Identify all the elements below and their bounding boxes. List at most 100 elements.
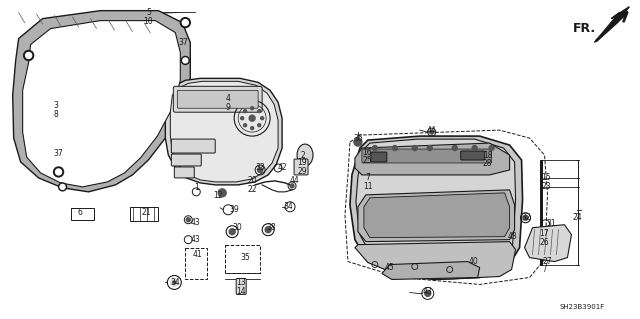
Text: 37: 37 [54,149,63,158]
Text: 10: 10 [143,17,153,26]
Text: 18: 18 [483,151,492,160]
Circle shape [258,167,262,173]
Circle shape [244,110,246,113]
Polygon shape [355,241,516,279]
Circle shape [249,115,255,121]
Text: 5: 5 [146,8,151,17]
Circle shape [392,145,397,151]
Circle shape [186,218,190,222]
Circle shape [26,52,31,58]
Circle shape [260,117,264,120]
Polygon shape [355,143,509,175]
Text: 38: 38 [266,223,276,232]
Ellipse shape [297,144,313,166]
Bar [131,207,158,221]
Text: 6: 6 [77,208,82,217]
Text: 36: 36 [353,134,363,143]
FancyBboxPatch shape [294,159,308,175]
Polygon shape [350,136,522,279]
Text: 2: 2 [301,151,305,160]
Polygon shape [358,190,515,241]
Polygon shape [165,78,282,185]
FancyBboxPatch shape [173,86,262,112]
Text: 1: 1 [194,183,198,192]
Circle shape [251,127,253,130]
Text: SH23B3901F: SH23B3901F [559,304,605,310]
Circle shape [425,290,431,296]
Text: 28: 28 [483,160,492,168]
Circle shape [54,167,63,177]
Text: 43: 43 [423,287,433,296]
Text: 30: 30 [232,223,242,232]
Circle shape [472,145,477,151]
Circle shape [181,56,189,64]
Circle shape [24,50,34,60]
Text: 21: 21 [141,208,151,217]
Circle shape [523,215,528,220]
Text: 8: 8 [53,110,58,119]
FancyBboxPatch shape [236,278,246,294]
Text: 35: 35 [240,253,250,262]
Circle shape [258,124,260,127]
Text: 43: 43 [190,218,200,227]
Text: 27: 27 [543,257,552,266]
Circle shape [452,145,457,151]
Text: 12: 12 [214,191,223,200]
Polygon shape [356,139,516,273]
Text: 31: 31 [547,219,556,228]
Bar [225,245,260,272]
Polygon shape [364,193,509,238]
Text: 34: 34 [170,278,180,287]
Text: 37: 37 [179,38,188,47]
Text: 40: 40 [468,257,479,266]
Text: 16: 16 [362,147,372,157]
Polygon shape [170,81,278,182]
Text: 33: 33 [255,163,265,173]
Text: 17: 17 [540,229,549,238]
FancyBboxPatch shape [172,154,201,166]
Circle shape [229,229,235,235]
Circle shape [173,281,176,284]
Bar [540,160,541,264]
Text: 32: 32 [522,213,531,222]
Text: 24: 24 [573,213,582,222]
Polygon shape [595,7,629,42]
Text: 43: 43 [190,235,200,244]
Text: 41: 41 [193,250,202,259]
Circle shape [489,145,494,151]
Text: 45: 45 [385,263,395,272]
Text: 4: 4 [226,94,230,103]
Circle shape [251,107,253,110]
Polygon shape [22,21,180,187]
Text: 23: 23 [541,182,551,191]
Text: 7: 7 [365,174,371,182]
Bar [186,248,207,279]
Circle shape [354,138,362,146]
Circle shape [430,130,434,134]
Circle shape [244,124,246,127]
Circle shape [182,19,188,26]
Polygon shape [525,225,572,262]
Text: 22: 22 [248,185,257,194]
Circle shape [180,18,190,27]
Circle shape [218,189,226,197]
Text: 29: 29 [297,167,307,176]
Text: 13: 13 [236,278,246,287]
Text: 34: 34 [283,202,293,211]
Circle shape [412,145,417,151]
Circle shape [241,117,244,120]
Text: 15: 15 [541,174,551,182]
Text: 20: 20 [247,176,257,185]
Circle shape [170,278,179,286]
Circle shape [60,184,65,189]
Circle shape [56,169,61,175]
Text: 42: 42 [277,163,287,173]
Circle shape [59,183,67,191]
FancyBboxPatch shape [174,167,195,178]
FancyBboxPatch shape [177,90,258,108]
Text: 3: 3 [53,101,58,110]
Circle shape [265,227,271,233]
Text: 14: 14 [236,287,246,296]
Polygon shape [13,11,190,192]
FancyBboxPatch shape [172,139,215,153]
